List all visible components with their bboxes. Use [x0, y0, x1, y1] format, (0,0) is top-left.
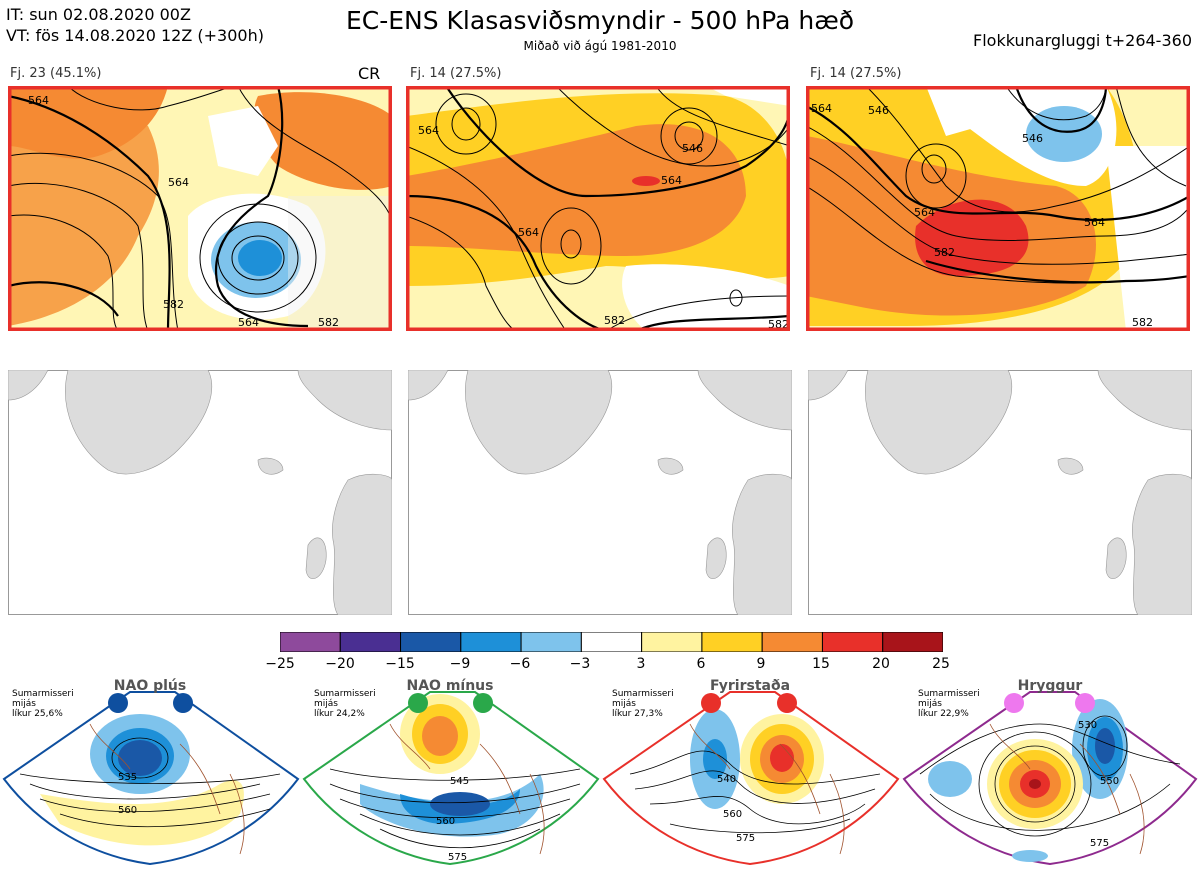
- colorbar-swatch: [701, 631, 763, 653]
- regime-1-title: NAO plús: [113, 678, 187, 694]
- base-map-1: [8, 370, 392, 615]
- colorbar-tick: −20: [325, 656, 355, 672]
- colorbar-tick: 20: [872, 656, 890, 672]
- base-map-3: [808, 370, 1192, 615]
- regime-2-dot: [473, 693, 493, 713]
- regime-2-contour-label: 545: [450, 776, 469, 787]
- colorbar-swatch: [400, 631, 462, 653]
- regime-ridge: 530 550 575 Hryggur Sumarmisseri mijás l…: [900, 674, 1200, 871]
- colorbar-tick: 6: [696, 656, 706, 672]
- regime-4-info: Sumarmisseri mijás líkur 22,9%: [918, 689, 980, 719]
- cluster-3-contour-label: 564: [914, 206, 935, 219]
- cluster-2-contour-label: 564: [418, 124, 439, 137]
- regime-4-contour-label: 530: [1078, 720, 1097, 731]
- regime-4-contour-label: 575: [1090, 838, 1109, 849]
- cluster-2-contour-label: 564: [661, 174, 682, 187]
- cluster-3-map: 564 546 564 546 582 564 582: [806, 86, 1190, 331]
- colorbar-swatches: [279, 631, 944, 653]
- colorbar-ticks: −25 −20 −15 −9 −6 −3 3 6 9 15 20 25: [265, 656, 965, 674]
- init-time: IT: sun 02.08.2020 00Z: [6, 5, 191, 24]
- regime-3-info: Sumarmisseri mijás líkur 27,3%: [612, 689, 674, 719]
- page-subtitle: Miðað við ágú 1981-2010: [523, 39, 677, 53]
- colorbar-swatch: [279, 631, 341, 653]
- colorbar-swatch: [580, 631, 643, 653]
- regime-4-dot: [1004, 693, 1024, 713]
- cluster-2-contour-label: 582: [604, 314, 625, 327]
- regime-3-dot: [777, 693, 797, 713]
- regime-1-info: Sumarmisseri mijás líkur 25,6%: [12, 689, 74, 719]
- cluster-3-contour-label: 564: [1084, 216, 1105, 229]
- cluster-1-label: Fj. 23 (45.1%): [10, 66, 102, 81]
- colorbar-tick: −3: [569, 656, 591, 672]
- cluster-3-contour-label: 582: [1132, 316, 1153, 329]
- regime-3-dot: [701, 693, 721, 713]
- cluster-3-contour-label: 582: [934, 246, 955, 259]
- cluster-3-contour-label: 546: [1022, 132, 1043, 145]
- valid-time: VT: fös 14.08.2020 12Z (+300h): [6, 26, 264, 45]
- regime-3-title: Fyrirstaða: [709, 678, 791, 694]
- colorbar-swatch: [520, 631, 582, 653]
- regime-4-title: Hryggur: [1017, 678, 1083, 694]
- regime-nao-minus: 545 560 575 NAO mínus Sumarmisseri mijás…: [300, 674, 602, 871]
- cluster-2-label: Fj. 14 (27.5%): [410, 66, 502, 81]
- colorbar: [279, 631, 944, 653]
- regime-nao-plus: 535 560 NAO plús Sumarmisseri mijás líku…: [0, 674, 302, 871]
- cluster-3-label: Fj. 14 (27.5%): [810, 66, 902, 81]
- regime-1-contour-label: 560: [118, 805, 137, 816]
- regime-3-contour-label: 560: [723, 809, 742, 820]
- regime-3-contour-label: 540: [717, 774, 736, 785]
- regime-4-dot: [1075, 693, 1095, 713]
- regime-2-info: Sumarmisseri mijás líkur 24,2%: [314, 689, 376, 719]
- run-info: IT: sun 02.08.2020 00Z VT: fös 14.08.202…: [6, 4, 264, 46]
- cluster-2-contour-label: 564: [518, 226, 539, 239]
- regime-1-dot: [108, 693, 128, 713]
- colorbar-swatch: [339, 631, 402, 653]
- colorbar-tick: 3: [636, 656, 646, 672]
- colorbar-swatch: [882, 631, 944, 653]
- cluster-window: Flokkunargluggi t+264-360: [973, 31, 1192, 50]
- cluster-1-contour-label: 564: [238, 316, 259, 329]
- cluster-1-tag: CR: [358, 64, 381, 83]
- regime-1-contour-label: 535: [118, 772, 137, 783]
- cluster-2-contour-label: 546: [682, 142, 703, 155]
- cluster-2-map: 564 564 546 564 582 582: [406, 86, 790, 331]
- colorbar-tick: −6: [509, 656, 531, 672]
- cluster-1-contour-label: 582: [318, 316, 339, 329]
- colorbar-tick: 15: [812, 656, 830, 672]
- regime-4-contour-label: 550: [1100, 776, 1119, 787]
- regime-2-contour-label: 575: [448, 852, 467, 863]
- colorbar-swatch: [821, 631, 884, 653]
- base-map-2: [408, 370, 792, 615]
- cluster-1-map: 564 564 582 564 582: [8, 86, 392, 331]
- regime-1-dot: [173, 693, 193, 713]
- regime-2-dot: [408, 693, 428, 713]
- cluster-3-contour-label: 564: [811, 102, 832, 115]
- cluster-1-contour-label: 582: [163, 298, 184, 311]
- colorbar-tick: −25: [265, 656, 295, 672]
- cluster-1-contour-label: 564: [28, 94, 49, 107]
- cluster-3-contour-label: 546: [868, 104, 889, 117]
- colorbar-tick: −9: [449, 656, 471, 672]
- colorbar-tick: 9: [756, 656, 766, 672]
- regime-3-contour-label: 575: [736, 833, 755, 844]
- page-title: EC-ENS Klasasviðsmyndir - 500 hPa hæð: [345, 6, 855, 35]
- colorbar-swatch: [460, 631, 522, 653]
- colorbar-tick: 25: [932, 656, 950, 672]
- regime-2-contour-label: 560: [436, 816, 455, 827]
- colorbar-swatch: [641, 631, 703, 653]
- regime-2-title: NAO mínus: [406, 678, 494, 694]
- colorbar-swatch: [761, 631, 823, 653]
- colorbar-tick: −15: [385, 656, 415, 672]
- regime-blocking: 540 560 575 Fyrirstaða Sumarmisseri mijá…: [600, 674, 902, 871]
- cluster-1-contour-label: 564: [168, 176, 189, 189]
